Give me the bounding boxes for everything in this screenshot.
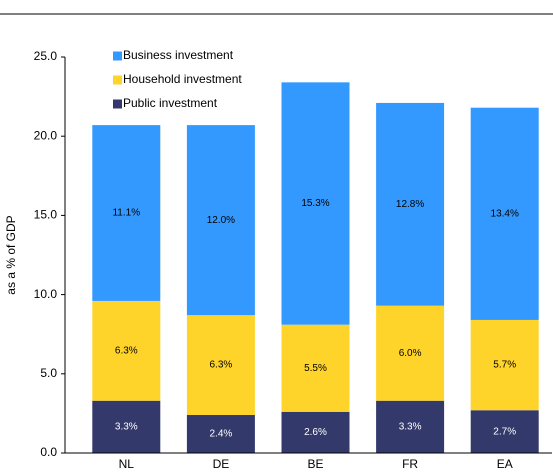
value-label: 2.6%: [304, 427, 327, 438]
x-tick-label: NL: [119, 457, 135, 471]
legend-label: Household investment: [123, 72, 242, 86]
value-label: 6.0%: [399, 348, 422, 359]
value-label: 2.7%: [493, 426, 516, 437]
y-axis-label: as a % of GDP: [4, 215, 18, 294]
bar-segment: [186, 125, 255, 316]
bar-segment: [281, 324, 350, 412]
bar-segment: [376, 102, 445, 306]
y-tick-label: 20.0: [34, 128, 58, 142]
bar-segment: [281, 411, 350, 453]
bar-segment: [186, 315, 255, 415]
y-tick-label: 0.0: [40, 445, 57, 459]
legend-swatch: [113, 51, 122, 61]
value-label: 13.4%: [491, 208, 519, 219]
legend-swatch: [113, 75, 122, 85]
value-label: 11.1%: [112, 208, 140, 219]
bar-segment: [281, 82, 350, 325]
bar-segment: [470, 107, 539, 320]
bar-segment: [92, 300, 161, 401]
bar-segment: [376, 305, 445, 401]
bar-segment: [376, 400, 445, 453]
bar-segment: [470, 410, 539, 453]
bar-segment: [92, 400, 161, 453]
x-tick-label: FR: [402, 457, 418, 471]
value-label: 6.3%: [115, 345, 138, 356]
x-tick-label: EA: [497, 457, 513, 471]
y-tick-label: 15.0: [34, 208, 58, 222]
legend-swatch: [113, 99, 122, 109]
value-label: 12.8%: [396, 199, 424, 210]
bar-segment: [92, 125, 161, 301]
value-label: 2.4%: [210, 429, 233, 440]
bar-segment: [470, 319, 539, 411]
y-tick-label: 5.0: [40, 366, 57, 380]
x-tick-label: BE: [307, 457, 323, 471]
x-tick-label: DE: [213, 457, 230, 471]
value-label: 3.3%: [399, 422, 422, 433]
value-label: 12.0%: [207, 215, 235, 226]
value-label: 6.3%: [210, 360, 233, 371]
value-label: 15.3%: [301, 198, 329, 209]
legend-label: Business investment: [123, 48, 234, 62]
value-label: 3.3%: [115, 422, 138, 433]
value-label: 5.7%: [493, 360, 516, 371]
legend-label: Public investment: [123, 96, 218, 110]
value-label: 5.5%: [304, 363, 327, 374]
y-tick-label: 10.0: [34, 287, 58, 301]
bar-segment: [186, 414, 255, 453]
y-tick-label: 25.0: [34, 49, 58, 63]
